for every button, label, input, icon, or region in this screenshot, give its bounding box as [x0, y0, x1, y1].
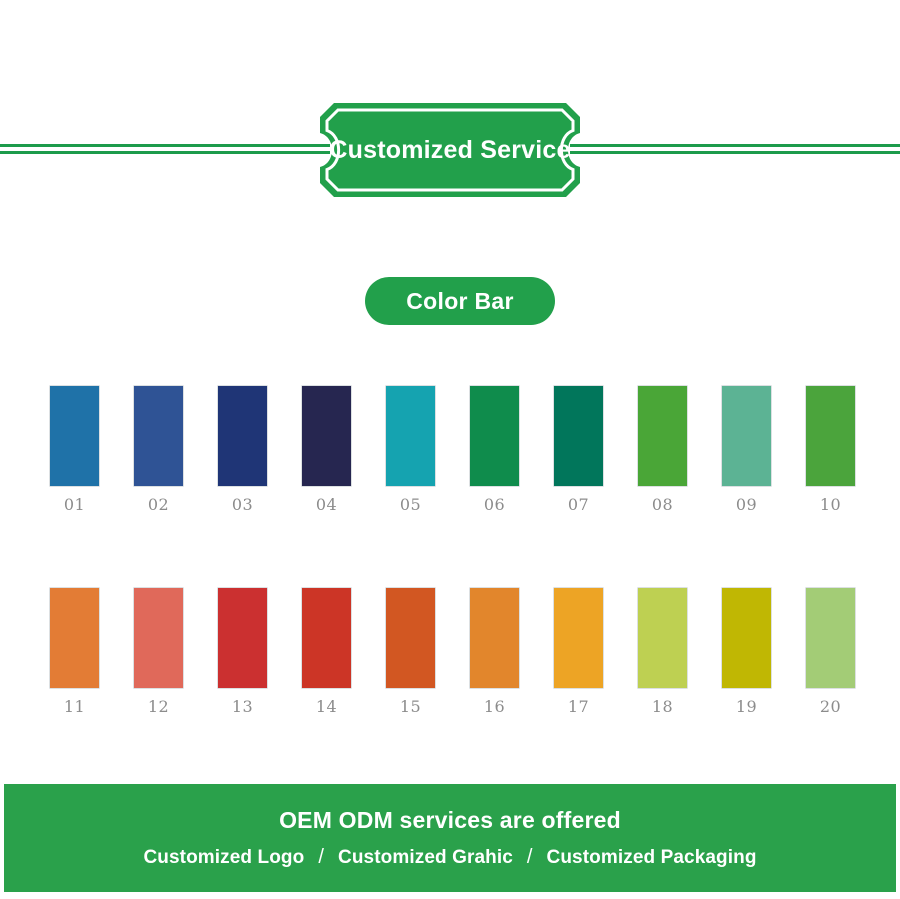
color-swatch-label: 19	[735, 697, 758, 716]
color-swatch-chip[interactable]	[386, 386, 435, 486]
color-swatch-08[interactable]: 08	[638, 386, 687, 514]
color-swatch-chip[interactable]	[638, 386, 687, 486]
rule-line-bottom	[570, 151, 900, 154]
color-swatch-chip[interactable]	[218, 588, 267, 688]
plaque-shape-icon	[320, 103, 580, 197]
color-swatch-label: 09	[735, 495, 758, 514]
header-rule-right	[570, 142, 900, 157]
color-swatch-17[interactable]: 17	[554, 588, 603, 716]
color-swatch-label: 18	[651, 697, 674, 716]
color-swatch-19[interactable]: 19	[722, 588, 771, 716]
color-swatch-label: 12	[147, 697, 170, 716]
color-swatch-chip[interactable]	[638, 588, 687, 688]
color-swatch-label: 13	[231, 697, 254, 716]
color-swatch-label: 16	[483, 697, 506, 716]
color-swatch-chip[interactable]	[722, 588, 771, 688]
header-plaque: Customized Service	[320, 103, 580, 197]
color-swatch-04[interactable]: 04	[302, 386, 351, 514]
color-swatch-chip[interactable]	[470, 588, 519, 688]
color-swatch-label: 06	[483, 495, 506, 514]
color-swatch-chip[interactable]	[806, 386, 855, 486]
color-swatch-label: 20	[819, 697, 842, 716]
color-swatch-label: 04	[315, 495, 338, 514]
rule-line-top	[0, 144, 330, 147]
color-swatch-label: 17	[567, 697, 590, 716]
color-swatch-chip[interactable]	[50, 588, 99, 688]
color-swatch-16[interactable]: 16	[470, 588, 519, 716]
color-bar-section-pill: Color Bar	[365, 277, 555, 325]
color-swatch-01[interactable]: 01	[50, 386, 99, 514]
footer-headline: OEM ODM services are offered	[279, 807, 621, 833]
color-swatch-label: 14	[315, 697, 338, 716]
color-swatch-03[interactable]: 03	[218, 386, 267, 514]
color-swatch-chip[interactable]	[302, 588, 351, 688]
color-swatch-13[interactable]: 13	[218, 588, 267, 716]
color-swatch-label: 05	[399, 495, 422, 514]
color-swatch-chip[interactable]	[134, 588, 183, 688]
footer-banner: OEM ODM services are offered Customized …	[4, 784, 896, 892]
color-swatch-label: 10	[819, 495, 842, 514]
color-swatch-label: 08	[651, 495, 674, 514]
color-swatch-18[interactable]: 18	[638, 588, 687, 716]
header-banner: Customized Service	[0, 103, 900, 197]
color-swatch-chip[interactable]	[50, 386, 99, 486]
footer-service-item: Customized Logo	[143, 846, 305, 868]
color-swatch-label: 03	[231, 495, 254, 514]
color-swatch-15[interactable]: 15	[386, 588, 435, 716]
color-swatch-07[interactable]: 07	[554, 386, 603, 514]
color-swatch-chip[interactable]	[302, 386, 351, 486]
footer-separator: /	[318, 846, 325, 868]
color-swatch-02[interactable]: 02	[134, 386, 183, 514]
footer-service-item: Customized Packaging	[546, 846, 757, 868]
color-swatch-14[interactable]: 14	[302, 588, 351, 716]
footer-service-item: Customized Grahic	[338, 846, 513, 868]
color-bar-section-label: Color Bar	[406, 287, 514, 314]
color-swatch-chip[interactable]	[554, 386, 603, 486]
color-swatch-label: 11	[63, 697, 86, 716]
header-rule-left	[0, 142, 330, 157]
color-swatch-09[interactable]: 09	[722, 386, 771, 514]
color-swatch-11[interactable]: 11	[50, 588, 99, 716]
rule-line-bottom	[0, 151, 330, 154]
color-swatch-label: 07	[567, 495, 590, 514]
color-swatch-12[interactable]: 12	[134, 588, 183, 716]
color-swatch-chip[interactable]	[218, 386, 267, 486]
footer-service-list: Customized Logo / Customized Grahic / Custom…	[143, 846, 756, 869]
rule-line-top	[570, 144, 900, 147]
color-swatch-chip[interactable]	[554, 588, 603, 688]
footer-separator: /	[526, 846, 533, 868]
color-swatch-label: 01	[63, 495, 86, 514]
color-swatch-chip[interactable]	[470, 386, 519, 486]
color-swatch-row-2: 11 12 13 14 15 16 17 18 19 20	[50, 588, 855, 716]
color-swatch-06[interactable]: 06	[470, 386, 519, 514]
color-swatch-row-1: 01 02 03 04 05 06 07 08 09 10	[50, 386, 855, 514]
color-swatch-chip[interactable]	[806, 588, 855, 688]
color-swatch-chip[interactable]	[386, 588, 435, 688]
color-swatch-10[interactable]: 10	[806, 386, 855, 514]
color-swatch-05[interactable]: 05	[386, 386, 435, 514]
color-swatch-label: 15	[399, 697, 422, 716]
color-swatch-chip[interactable]	[722, 386, 771, 486]
color-swatch-chip[interactable]	[134, 386, 183, 486]
color-swatch-label: 02	[147, 495, 170, 514]
color-swatch-20[interactable]: 20	[806, 588, 855, 716]
page-title: Customized Service	[329, 135, 571, 164]
